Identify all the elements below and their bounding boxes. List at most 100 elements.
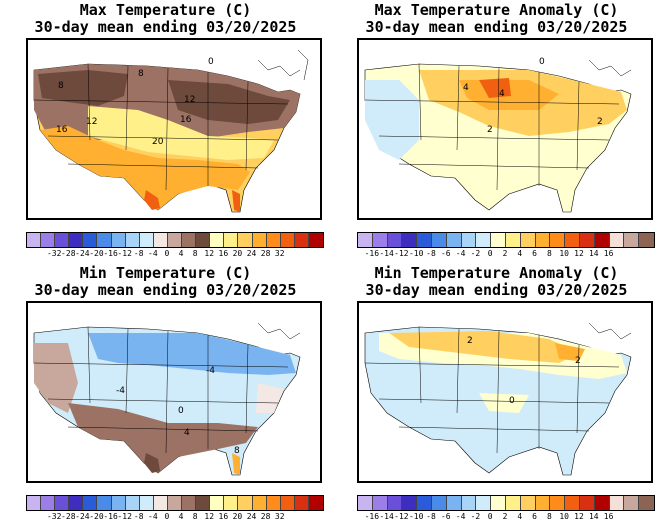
contour-label: 4 bbox=[499, 89, 505, 99]
legend-tick-label: 10 bbox=[559, 512, 570, 521]
legend-swatch bbox=[125, 496, 140, 510]
legend-tick-label: -14 bbox=[379, 512, 394, 521]
legend-tick-label: 24 bbox=[246, 249, 257, 258]
legend-tick-label: -32 bbox=[46, 512, 62, 521]
min-temperature-anomaly-panel: Min Temperature Anomaly (C) 30-day mean … bbox=[331, 263, 662, 526]
contour-label: 8 bbox=[138, 69, 144, 79]
contour-label: 2 bbox=[597, 117, 603, 127]
legend-swatch bbox=[224, 233, 239, 247]
legend-tick-label: 14 bbox=[588, 249, 599, 258]
contour-label: 0 bbox=[539, 57, 545, 67]
legend-swatch bbox=[182, 496, 197, 510]
legend-swatch bbox=[550, 233, 566, 247]
contour-label: 16 bbox=[180, 115, 192, 125]
legend-tick-label: 12 bbox=[574, 249, 584, 258]
legend-swatch bbox=[294, 233, 309, 247]
legend-swatch bbox=[387, 496, 403, 510]
legend-tick-label: 0 bbox=[487, 512, 493, 521]
legend-swatch bbox=[111, 233, 126, 247]
legend-tick-label: 32 bbox=[274, 512, 285, 521]
contour-label: 2 bbox=[487, 125, 493, 135]
max-temperature-panel: Max Temperature (C) 30-day mean ending 0… bbox=[0, 0, 331, 263]
legend-tick-label: 4 bbox=[178, 512, 184, 521]
legend-tick-label: -16 bbox=[103, 512, 118, 521]
legend-tick-label: 16 bbox=[603, 249, 614, 258]
color-legend bbox=[26, 232, 324, 248]
legend-tick-label: 4 bbox=[517, 249, 523, 258]
legend-swatch bbox=[139, 496, 154, 510]
map-graphic: 0 2 4 4 2 bbox=[359, 40, 651, 218]
contour-label: 4 bbox=[184, 428, 190, 438]
contour-label: 12 bbox=[86, 117, 97, 127]
legend-tick-label: -20 bbox=[89, 249, 104, 258]
legend-swatch bbox=[535, 233, 551, 247]
legend-tick-label: -8 bbox=[133, 512, 144, 521]
legend-tick-label: -4 bbox=[148, 512, 158, 521]
legend-tick-label: 16 bbox=[218, 512, 229, 521]
legend-swatch bbox=[97, 233, 112, 247]
legend-swatch bbox=[372, 496, 388, 510]
legend-swatch bbox=[266, 233, 281, 247]
legend-tick-label: -32 bbox=[46, 249, 62, 258]
panel-subtitle: 30-day mean ending 03/20/2025 bbox=[365, 18, 628, 36]
legend-swatch bbox=[252, 233, 267, 247]
legend-swatch bbox=[167, 496, 183, 510]
legend-swatch bbox=[83, 233, 98, 247]
legend-swatch bbox=[167, 233, 183, 247]
legend-tick-label: 32 bbox=[274, 249, 285, 258]
legend-tick-label: 8 bbox=[546, 249, 552, 258]
legend-swatch bbox=[461, 233, 477, 247]
legend-swatch bbox=[624, 496, 640, 510]
legend-swatch bbox=[69, 496, 84, 510]
legend-swatch bbox=[565, 496, 580, 510]
legend-swatch bbox=[280, 496, 295, 510]
legend-tick-label: -28 bbox=[61, 249, 76, 258]
legend-swatch bbox=[431, 496, 447, 510]
min-temperature-map: -4 -4 0 4 8 bbox=[26, 301, 322, 483]
legend-swatch bbox=[41, 496, 56, 510]
legend-swatch bbox=[461, 496, 477, 510]
legend-swatch bbox=[402, 496, 418, 510]
legend-tick-label: 8 bbox=[546, 512, 552, 521]
legend-swatch bbox=[579, 496, 595, 510]
legend-tick-label: -14 bbox=[379, 249, 394, 258]
legend-tick-label: 0 bbox=[487, 249, 493, 258]
contour-label: -4 bbox=[116, 386, 125, 396]
legend-tick-label: 2 bbox=[502, 249, 508, 258]
legend-tick-label: -8 bbox=[426, 512, 436, 521]
legend-swatch bbox=[609, 496, 625, 510]
legend-tick-label: -2 bbox=[470, 249, 481, 258]
legend-tick-label: 14 bbox=[588, 512, 599, 521]
legend-swatch bbox=[639, 496, 654, 510]
panel-title: Min Temperature Anomaly (C) bbox=[374, 264, 619, 282]
legend-swatch bbox=[417, 233, 432, 247]
legend-swatch bbox=[550, 496, 566, 510]
legend-tick-label: 20 bbox=[232, 249, 243, 258]
legend-swatch bbox=[491, 233, 506, 247]
legend-tick-label: -6 bbox=[440, 249, 451, 258]
legend-tick-label: 24 bbox=[246, 512, 257, 521]
legend-tick-label: 12 bbox=[204, 249, 215, 258]
legend-swatch bbox=[97, 496, 112, 510]
legend-swatch bbox=[594, 496, 610, 510]
legend-tick-label: -24 bbox=[75, 512, 90, 521]
legend-swatch bbox=[387, 233, 403, 247]
legend-tick-label: 0 bbox=[164, 249, 170, 258]
legend-tick-label: -16 bbox=[103, 249, 118, 258]
contour-label: 2 bbox=[575, 356, 581, 366]
legend-tick-label: 28 bbox=[260, 249, 271, 258]
legend-tick-label: 6 bbox=[532, 512, 538, 521]
legend-swatch bbox=[431, 233, 447, 247]
legend-swatch bbox=[417, 496, 432, 510]
legend-swatch bbox=[210, 233, 225, 247]
contour-label: 0 bbox=[178, 406, 184, 416]
legend-tick-label: 10 bbox=[559, 249, 570, 258]
legend-tick-label: -12 bbox=[394, 512, 409, 521]
legend-swatch bbox=[139, 233, 154, 247]
legend-tick-label: -16 bbox=[364, 512, 380, 521]
legend-swatch bbox=[27, 496, 42, 510]
contour-label: 16 bbox=[56, 125, 68, 135]
legend-swatch bbox=[535, 496, 551, 510]
legend-tick-label: -8 bbox=[133, 249, 144, 258]
legend-swatch bbox=[520, 233, 536, 247]
